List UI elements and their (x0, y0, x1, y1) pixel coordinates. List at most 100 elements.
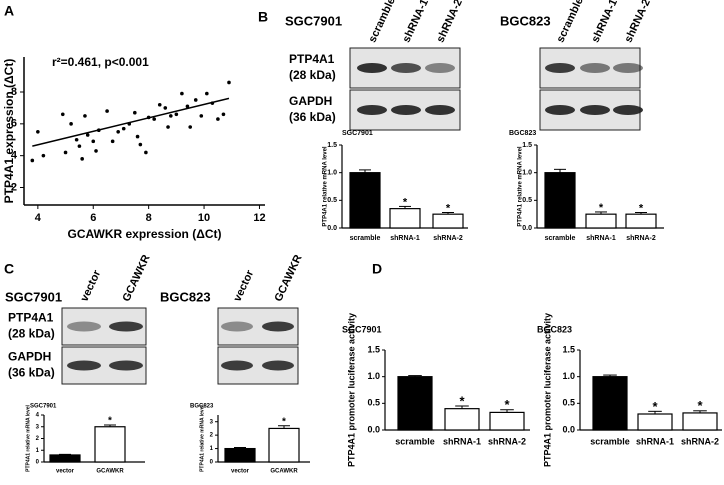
cell-line-title: SGC7901 (285, 13, 342, 28)
x-tick-label: GCAWKR (270, 469, 298, 475)
cell-line-title: BGC823 (160, 289, 211, 304)
cell-line-title: BGC823 (500, 13, 551, 28)
y-tick-label: 4 (11, 150, 18, 162)
blot-band (391, 105, 421, 115)
bar (444, 408, 480, 431)
blot-band (262, 321, 294, 332)
panel-letter: D (372, 261, 382, 277)
point (135, 134, 140, 139)
bar (224, 447, 256, 463)
blot-row-label: GAPDH (8, 350, 51, 364)
x-tick-label: 10 (198, 212, 210, 224)
y-axis-label: PTP4A1 relative mRNA level (323, 146, 329, 226)
blot-band (357, 105, 387, 115)
chart-title: SGC7901 (342, 324, 382, 334)
x-tick-label: shRNA-1 (636, 436, 674, 446)
point (63, 150, 68, 155)
significance-star: * (108, 416, 112, 427)
blot-band (580, 63, 610, 73)
y-tick-label: 1.0 (522, 170, 532, 177)
blot-band (580, 105, 610, 115)
x-tick-label: scramble (590, 436, 630, 446)
point (30, 158, 35, 163)
y-tick-label: 1.0 (562, 371, 575, 381)
y-axis-label: PTP4A1 relative mRNA level (199, 404, 205, 471)
point (169, 114, 173, 118)
x-tick-label: scramble (545, 235, 576, 242)
x-tick-label: shRNA-1 (390, 235, 420, 242)
point (83, 114, 87, 118)
point (121, 126, 126, 131)
chart-title: BGC823 (537, 324, 572, 334)
point (74, 137, 79, 142)
significance-star: * (599, 202, 604, 214)
y-tick-label: 1.5 (522, 142, 532, 149)
blot-band (425, 63, 455, 73)
point (205, 91, 209, 96)
bar (49, 454, 81, 463)
bar (625, 213, 657, 229)
chart-title: BGC823 (509, 130, 536, 137)
point (166, 125, 170, 129)
y-tick-label: 0.0 (327, 225, 337, 232)
x-tick-label: 12 (253, 212, 265, 224)
point (199, 114, 204, 118)
blot-band (67, 360, 101, 371)
point (91, 139, 96, 144)
bar (637, 413, 673, 431)
y-axis-label: PTP4A1 expression (ΔCt) (2, 59, 16, 204)
blot-band (262, 360, 294, 371)
cell-line-title: SGC7901 (5, 289, 62, 304)
x-tick-label: shRNA-1 (586, 235, 616, 242)
point (157, 102, 162, 107)
x-tick-label: vector (56, 469, 75, 475)
point (221, 112, 226, 117)
point (133, 110, 137, 115)
bar (489, 411, 525, 431)
y-axis-label: PTP4A1 promoter luciferase activity (542, 313, 552, 467)
x-tick-label: scramble (395, 436, 435, 446)
y-tick-label: 0.0 (562, 424, 575, 434)
point (36, 129, 40, 134)
x-tick-label: GCAWKR (96, 469, 124, 475)
x-tick-label: shRNA-2 (626, 235, 656, 242)
y-tick-label: 8 (11, 86, 17, 98)
significance-star: * (504, 397, 510, 412)
point (60, 112, 65, 117)
significance-star: * (639, 202, 644, 214)
y-axis-label: PTP4A1 relative mRNA level (25, 404, 31, 471)
point (152, 117, 156, 121)
panel-letter: A (4, 3, 14, 19)
x-tick-label: shRNA-2 (433, 235, 463, 242)
y-tick-label: 0 (36, 460, 40, 466)
chart-title: SGC7901 (30, 404, 57, 410)
point (216, 117, 220, 121)
x-tick-label: scramble (350, 235, 381, 242)
y-tick-label: 1 (210, 446, 214, 452)
y-tick-label: 1 (36, 448, 40, 454)
point (85, 133, 90, 137)
bar (592, 376, 628, 431)
blot-row-size: (36 kDa) (8, 366, 55, 380)
blot-band (109, 360, 143, 371)
blot-band (545, 105, 575, 115)
y-tick-label: 2 (210, 433, 214, 439)
x-tick-label: vector (231, 469, 250, 475)
blot-band (109, 321, 143, 332)
y-tick-label: 1.5 (327, 142, 337, 149)
y-tick-label: 4 (36, 413, 40, 419)
bar (349, 172, 381, 229)
point (174, 112, 179, 117)
point (227, 80, 231, 85)
bar (432, 213, 464, 229)
x-axis-label: GCAWKR expression (ΔCt) (68, 227, 222, 241)
y-tick-label: 0.5 (327, 197, 337, 204)
significance-star: * (403, 196, 408, 208)
point (94, 149, 98, 153)
blot-band (613, 63, 643, 73)
blot-band (67, 321, 101, 332)
point (188, 125, 193, 129)
y-tick-label: 0.0 (367, 424, 380, 434)
bar (397, 376, 433, 431)
blot-row-size: (28 kDa) (8, 327, 55, 341)
